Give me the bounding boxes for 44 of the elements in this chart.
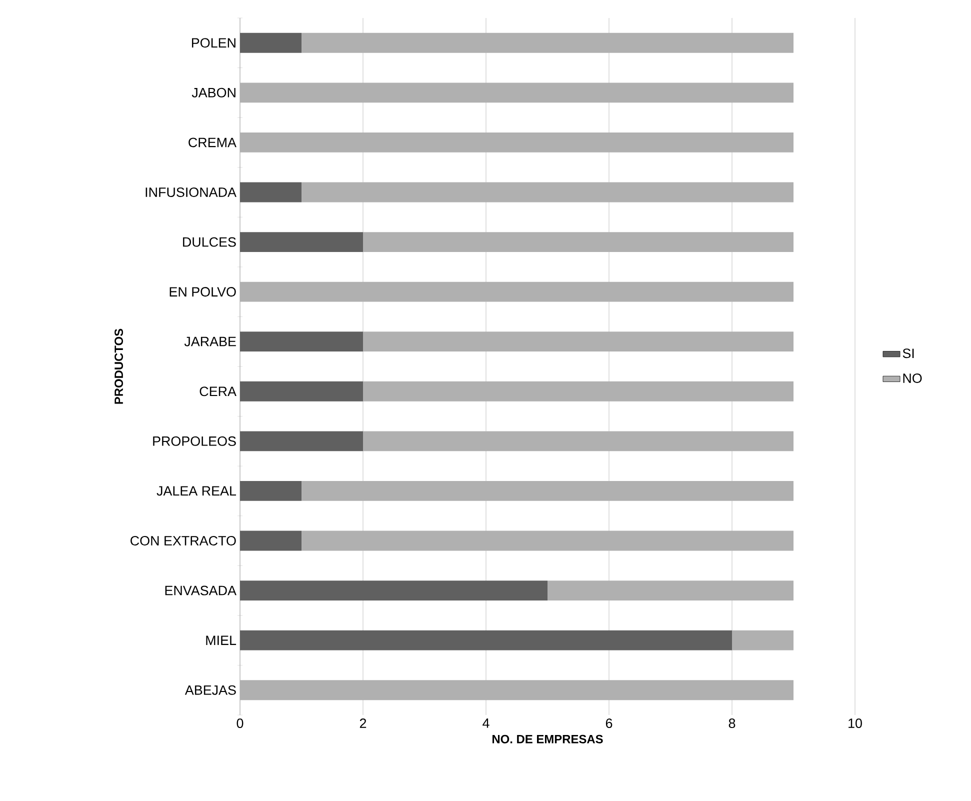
bar (302, 530, 794, 551)
bar (240, 32, 302, 53)
bar (240, 580, 548, 600)
bar (240, 232, 364, 252)
bar (302, 182, 794, 202)
y-tick-label: CREMA (188, 138, 236, 148)
x-tick-label: 4 (482, 718, 490, 728)
bar (240, 481, 302, 501)
y-tick-label: PROPOLEOS (153, 436, 236, 446)
bar (302, 32, 794, 53)
bar (363, 381, 794, 402)
bar (240, 381, 364, 402)
x-axis-title: NO. DE EMPRESAS (492, 734, 603, 744)
legend-label: NO (903, 373, 922, 384)
y-tick-label: DULCES (183, 237, 236, 247)
y-tick-label: CERA (200, 386, 236, 396)
bar (240, 530, 302, 551)
bar (240, 182, 302, 202)
y-tick-label: CON EXTRACTO (130, 536, 236, 546)
bar (240, 431, 364, 452)
y-tick-label: ABEJAS (184, 685, 236, 695)
x-tick-label: 0 (236, 718, 244, 728)
legend-label: SI (902, 348, 914, 358)
bar (363, 332, 794, 352)
bar (363, 232, 794, 252)
y-tick-label: JARABE (184, 336, 236, 346)
y-tick-label: POLEN (192, 38, 236, 48)
y-tick-label: JABON (192, 88, 236, 98)
bar (240, 630, 732, 650)
bar (302, 481, 794, 501)
x-tick-label: 6 (606, 718, 612, 728)
x-tick-label: 8 (728, 718, 736, 728)
x-tick-label: 10 (848, 718, 862, 728)
y-tick-label: ENVASADA (165, 586, 236, 596)
bar (240, 332, 364, 352)
y-tick-label: EN POLVO (170, 287, 236, 297)
y-tick-label: MIEL (206, 636, 236, 645)
bar (548, 580, 794, 600)
bar (363, 431, 794, 452)
bar (732, 630, 794, 650)
x-tick-label: 2 (360, 718, 366, 728)
y-axis-title: PRODUCTOS (114, 328, 124, 404)
y-tick-label: JALEA REAL (156, 486, 236, 496)
y-tick-label: INFUSIONADA (146, 187, 236, 197)
